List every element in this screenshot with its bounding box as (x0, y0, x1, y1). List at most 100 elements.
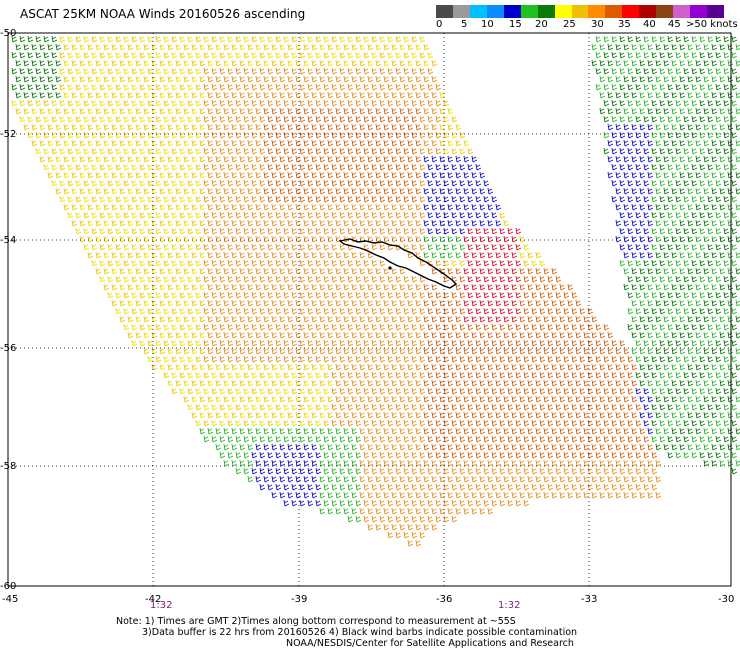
wind-barb (603, 403, 610, 411)
wind-barb (399, 219, 406, 227)
wind-barb (243, 355, 250, 363)
longitude-label: -39 (291, 594, 307, 605)
wind-barb (283, 163, 290, 171)
wind-barb (39, 139, 46, 147)
wind-barb (127, 155, 134, 163)
wind-barb (475, 291, 482, 299)
wind-barb (175, 315, 182, 323)
wind-barb (519, 283, 526, 291)
wind-barb (479, 491, 486, 499)
wind-barb (563, 355, 570, 363)
wind-barb (419, 483, 426, 491)
wind-barb (131, 131, 138, 139)
wind-barb (419, 291, 426, 299)
wind-barb (287, 411, 294, 419)
wind-barb (635, 67, 642, 75)
wind-barb (255, 283, 262, 291)
wind-barb (367, 459, 374, 467)
wind-barb (675, 243, 682, 251)
wind-barb (171, 227, 178, 235)
wind-barb (99, 83, 106, 91)
wind-barb (619, 211, 626, 219)
wind-barb (219, 387, 226, 395)
wind-barb (143, 171, 150, 179)
wind-barb (455, 507, 462, 515)
wind-barb (259, 323, 266, 331)
wind-barb (591, 491, 598, 499)
wind-barb (683, 211, 690, 219)
wind-barb (291, 403, 298, 411)
wind-barb (651, 387, 658, 395)
wind-barb (723, 275, 730, 283)
wind-barb (327, 427, 334, 435)
colorbar-label: 40 (643, 19, 656, 30)
wind-barb (207, 363, 214, 371)
wind-barb (487, 395, 494, 403)
wind-barb (695, 427, 702, 435)
wind-barb (379, 67, 386, 75)
wind-barb (647, 315, 654, 323)
wind-barb (563, 451, 570, 459)
wind-barb (691, 419, 698, 427)
wind-barb (631, 139, 638, 147)
wind-barb (439, 91, 446, 99)
wind-barb (119, 251, 126, 259)
wind-barb (251, 451, 258, 459)
wind-barb (331, 147, 338, 155)
wind-barb (251, 99, 258, 107)
wind-barb (603, 83, 610, 91)
wind-barb (735, 107, 740, 115)
wind-barb (179, 307, 186, 315)
wind-barb (607, 155, 614, 163)
wind-barb (335, 395, 342, 403)
wind-barb (351, 187, 358, 195)
wind-barb (719, 219, 726, 227)
wind-barb (379, 371, 386, 379)
wind-barb (607, 411, 614, 419)
wind-barb (431, 475, 438, 483)
wind-barb (243, 83, 250, 91)
wind-barb (479, 347, 486, 355)
wind-barb (183, 107, 190, 115)
wind-barb (647, 123, 654, 131)
wind-barb (611, 51, 618, 59)
wind-barb (659, 35, 666, 43)
wind-barb (651, 307, 658, 315)
wind-barb (463, 171, 470, 179)
wind-barb (507, 227, 514, 235)
wind-barb (199, 347, 206, 355)
wind-barb (591, 347, 598, 355)
wind-barb (371, 275, 378, 283)
latitude-label: -54 (0, 235, 16, 246)
wind-barb (423, 155, 430, 163)
wind-barb (599, 459, 606, 467)
wind-barb (651, 291, 658, 299)
wind-barb (323, 451, 330, 459)
wind-barb (91, 195, 98, 203)
wind-barb (675, 211, 682, 219)
wind-barb (535, 427, 542, 435)
wind-barb (687, 107, 694, 115)
wind-barb (159, 171, 166, 179)
wind-barb (35, 99, 42, 107)
wind-barb (327, 331, 334, 339)
wind-barb (267, 403, 274, 411)
wind-barb (579, 371, 586, 379)
wind-barb (295, 315, 302, 323)
wind-barb (679, 75, 686, 83)
wind-barb (75, 179, 82, 187)
wind-barb (475, 243, 482, 251)
wind-barb (667, 131, 674, 139)
wind-barb (103, 187, 110, 195)
wind-barb (131, 243, 138, 251)
wind-barb (371, 387, 378, 395)
wind-barb (59, 163, 66, 171)
wind-barb (259, 35, 266, 43)
wind-barb (679, 363, 686, 371)
wind-barb (435, 211, 442, 219)
wind-barb (507, 483, 514, 491)
wind-barb (355, 51, 362, 59)
wind-barb (275, 243, 282, 251)
wind-barb (247, 107, 254, 115)
wind-barb (351, 507, 358, 515)
